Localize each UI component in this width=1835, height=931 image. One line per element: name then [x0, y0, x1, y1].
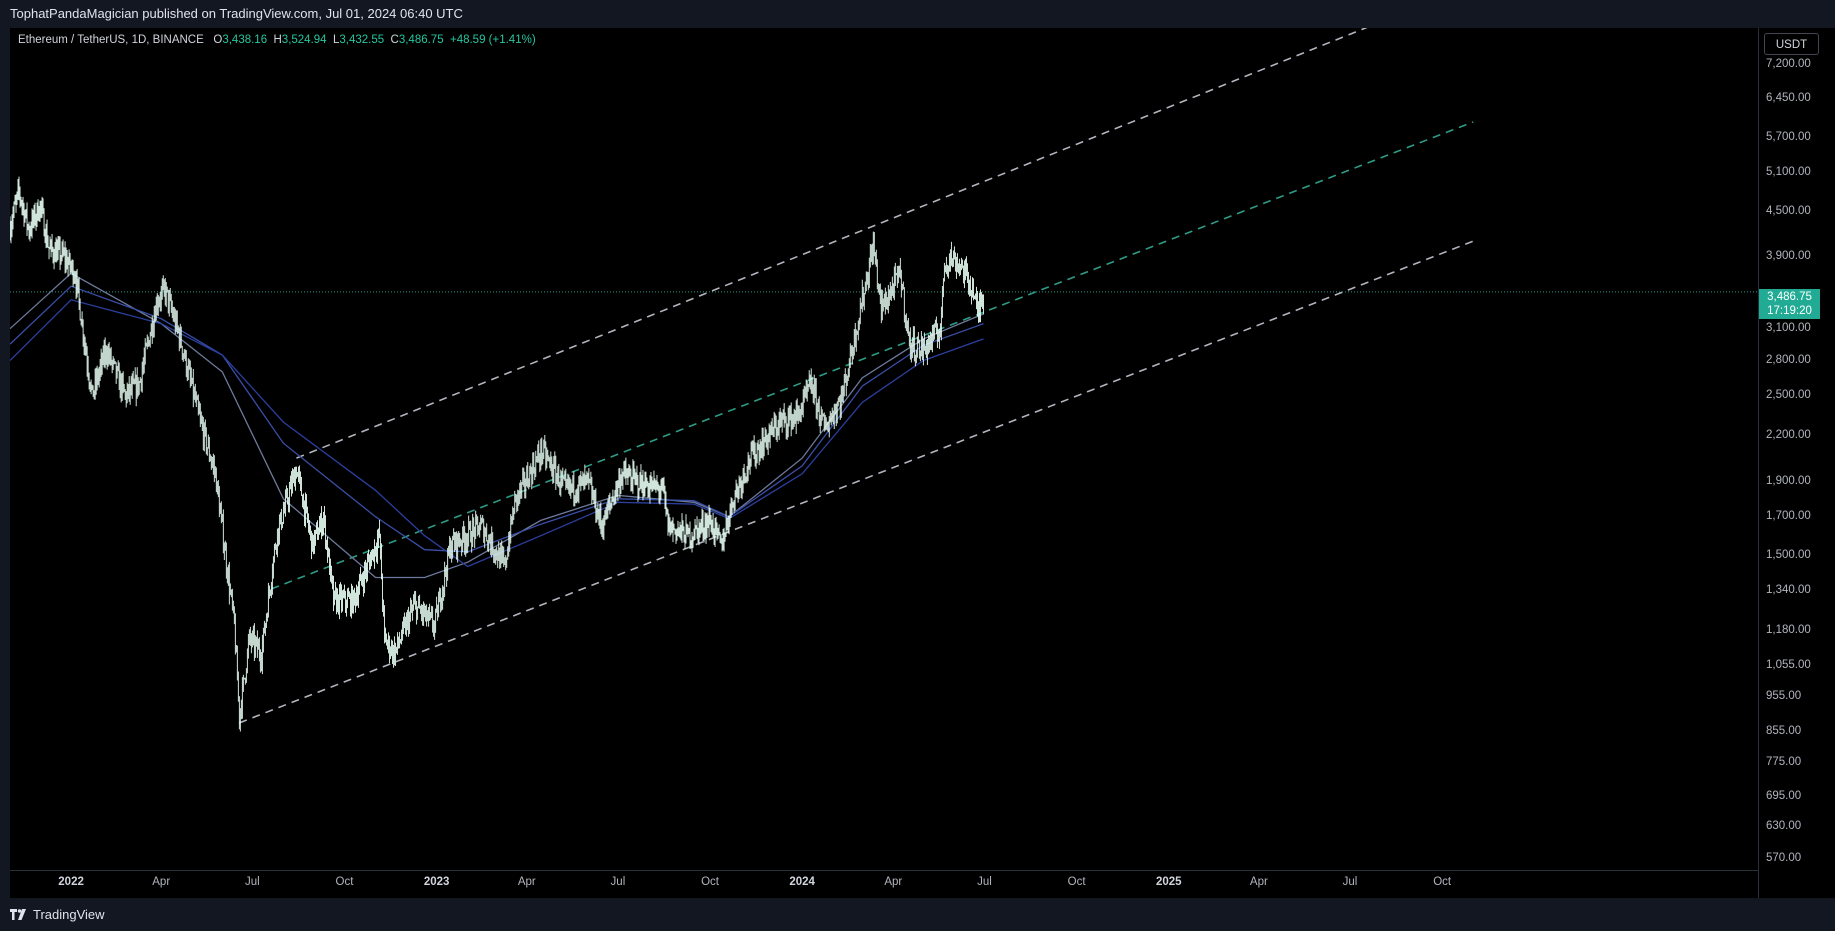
- price-tick: 4,500.00: [1766, 205, 1811, 217]
- legend-close: 3,486.75: [398, 34, 444, 46]
- time-tick: 2024: [789, 876, 815, 888]
- channel-lower-line: [239, 240, 1474, 724]
- time-tick: Jul: [1342, 876, 1358, 888]
- time-axis[interactable]: [10, 870, 1758, 898]
- legend-low-key: L: [332, 34, 340, 46]
- legend-open-key: O: [213, 34, 223, 46]
- symbol-legend: Ethereum / TetherUS, 1D, BINANCE O3,438.…: [18, 34, 536, 46]
- moving-average-3: [10, 299, 984, 568]
- last-price-value: 3,486.75: [1767, 291, 1812, 303]
- price-tick: 1,500.00: [1766, 548, 1811, 561]
- time-tick: Jul: [245, 876, 260, 888]
- legend-low: 3,432.55: [339, 34, 385, 46]
- price-tick: 1,055.00: [1766, 659, 1811, 672]
- time-tick: Oct: [1067, 876, 1086, 888]
- footer-bar: TradingView: [0, 898, 1835, 931]
- tradingview-brand: TradingView: [33, 907, 105, 922]
- price-tick: 5,700.00: [1766, 131, 1811, 143]
- time-tick: Oct: [335, 876, 354, 888]
- time-tick: Oct: [1433, 876, 1452, 888]
- bar-countdown: 17:19:20: [1767, 305, 1812, 317]
- time-tick: 2022: [58, 876, 84, 888]
- price-tick: 1,340.00: [1766, 584, 1811, 597]
- price-tick: 855.00: [1766, 724, 1802, 737]
- price-tick: 955.00: [1766, 690, 1802, 703]
- price-tick: 7,200.00: [1766, 57, 1811, 70]
- legend-high: 3,524.94: [281, 34, 327, 46]
- publisher-header: TophatPandaMagician published on Trading…: [0, 0, 1835, 28]
- legend-high-key: H: [273, 34, 282, 46]
- price-tick: 775.00: [1766, 755, 1802, 768]
- price-tick: 2,500.00: [1766, 389, 1811, 401]
- time-tick: Apr: [1249, 876, 1268, 888]
- price-tick: 1,700.00: [1766, 509, 1811, 522]
- price-tick: 5,100.00: [1766, 165, 1811, 178]
- price-tick: 630.00: [1766, 820, 1802, 833]
- legend-open: 3,438.16: [222, 34, 268, 46]
- legend-symbol[interactable]: Ethereum / TetherUS, 1D, BINANCE: [18, 34, 204, 46]
- time-tick: Apr: [152, 876, 171, 888]
- time-tick: Jul: [610, 876, 626, 888]
- channel-middle-line: [271, 121, 1474, 590]
- chart-area[interactable]: [10, 28, 1758, 870]
- channel-upper-line: [296, 28, 1368, 459]
- price-tick: 2,200.00: [1766, 429, 1811, 442]
- last-price-label: 3,486.75 17:19:20: [1759, 289, 1820, 319]
- tradingview-logo[interactable]: TradingView: [10, 898, 105, 931]
- publisher-text: TophatPandaMagician published on Trading…: [10, 6, 463, 21]
- legend-change: +48.59 (+1.41%): [449, 34, 536, 46]
- time-tick: Oct: [701, 876, 719, 888]
- currency-button[interactable]: USDT: [1764, 33, 1819, 55]
- price-tick: 2,800.00: [1766, 353, 1811, 366]
- price-tick: 570.00: [1766, 851, 1802, 864]
- tradingview-logo-icon: [10, 909, 26, 920]
- price-tick: 3,900.00: [1766, 249, 1811, 262]
- price-tick: 695.00: [1766, 789, 1802, 802]
- time-tick: Apr: [517, 876, 536, 888]
- time-tick: 2025: [1155, 876, 1182, 888]
- time-tick: Apr: [884, 876, 903, 888]
- time-tick: 2023: [423, 876, 450, 888]
- plot-layer: [10, 28, 1758, 732]
- price-tick: 6,450.00: [1766, 92, 1811, 105]
- price-axis[interactable]: [1758, 28, 1835, 898]
- time-tick: Jul: [977, 876, 992, 888]
- price-tick: 3,100.00: [1766, 321, 1811, 334]
- legend-close-key: C: [390, 34, 399, 46]
- moving-average-2: [10, 285, 984, 553]
- price-tick: 1,900.00: [1766, 474, 1811, 487]
- price-tick: 1,180.00: [1766, 624, 1811, 637]
